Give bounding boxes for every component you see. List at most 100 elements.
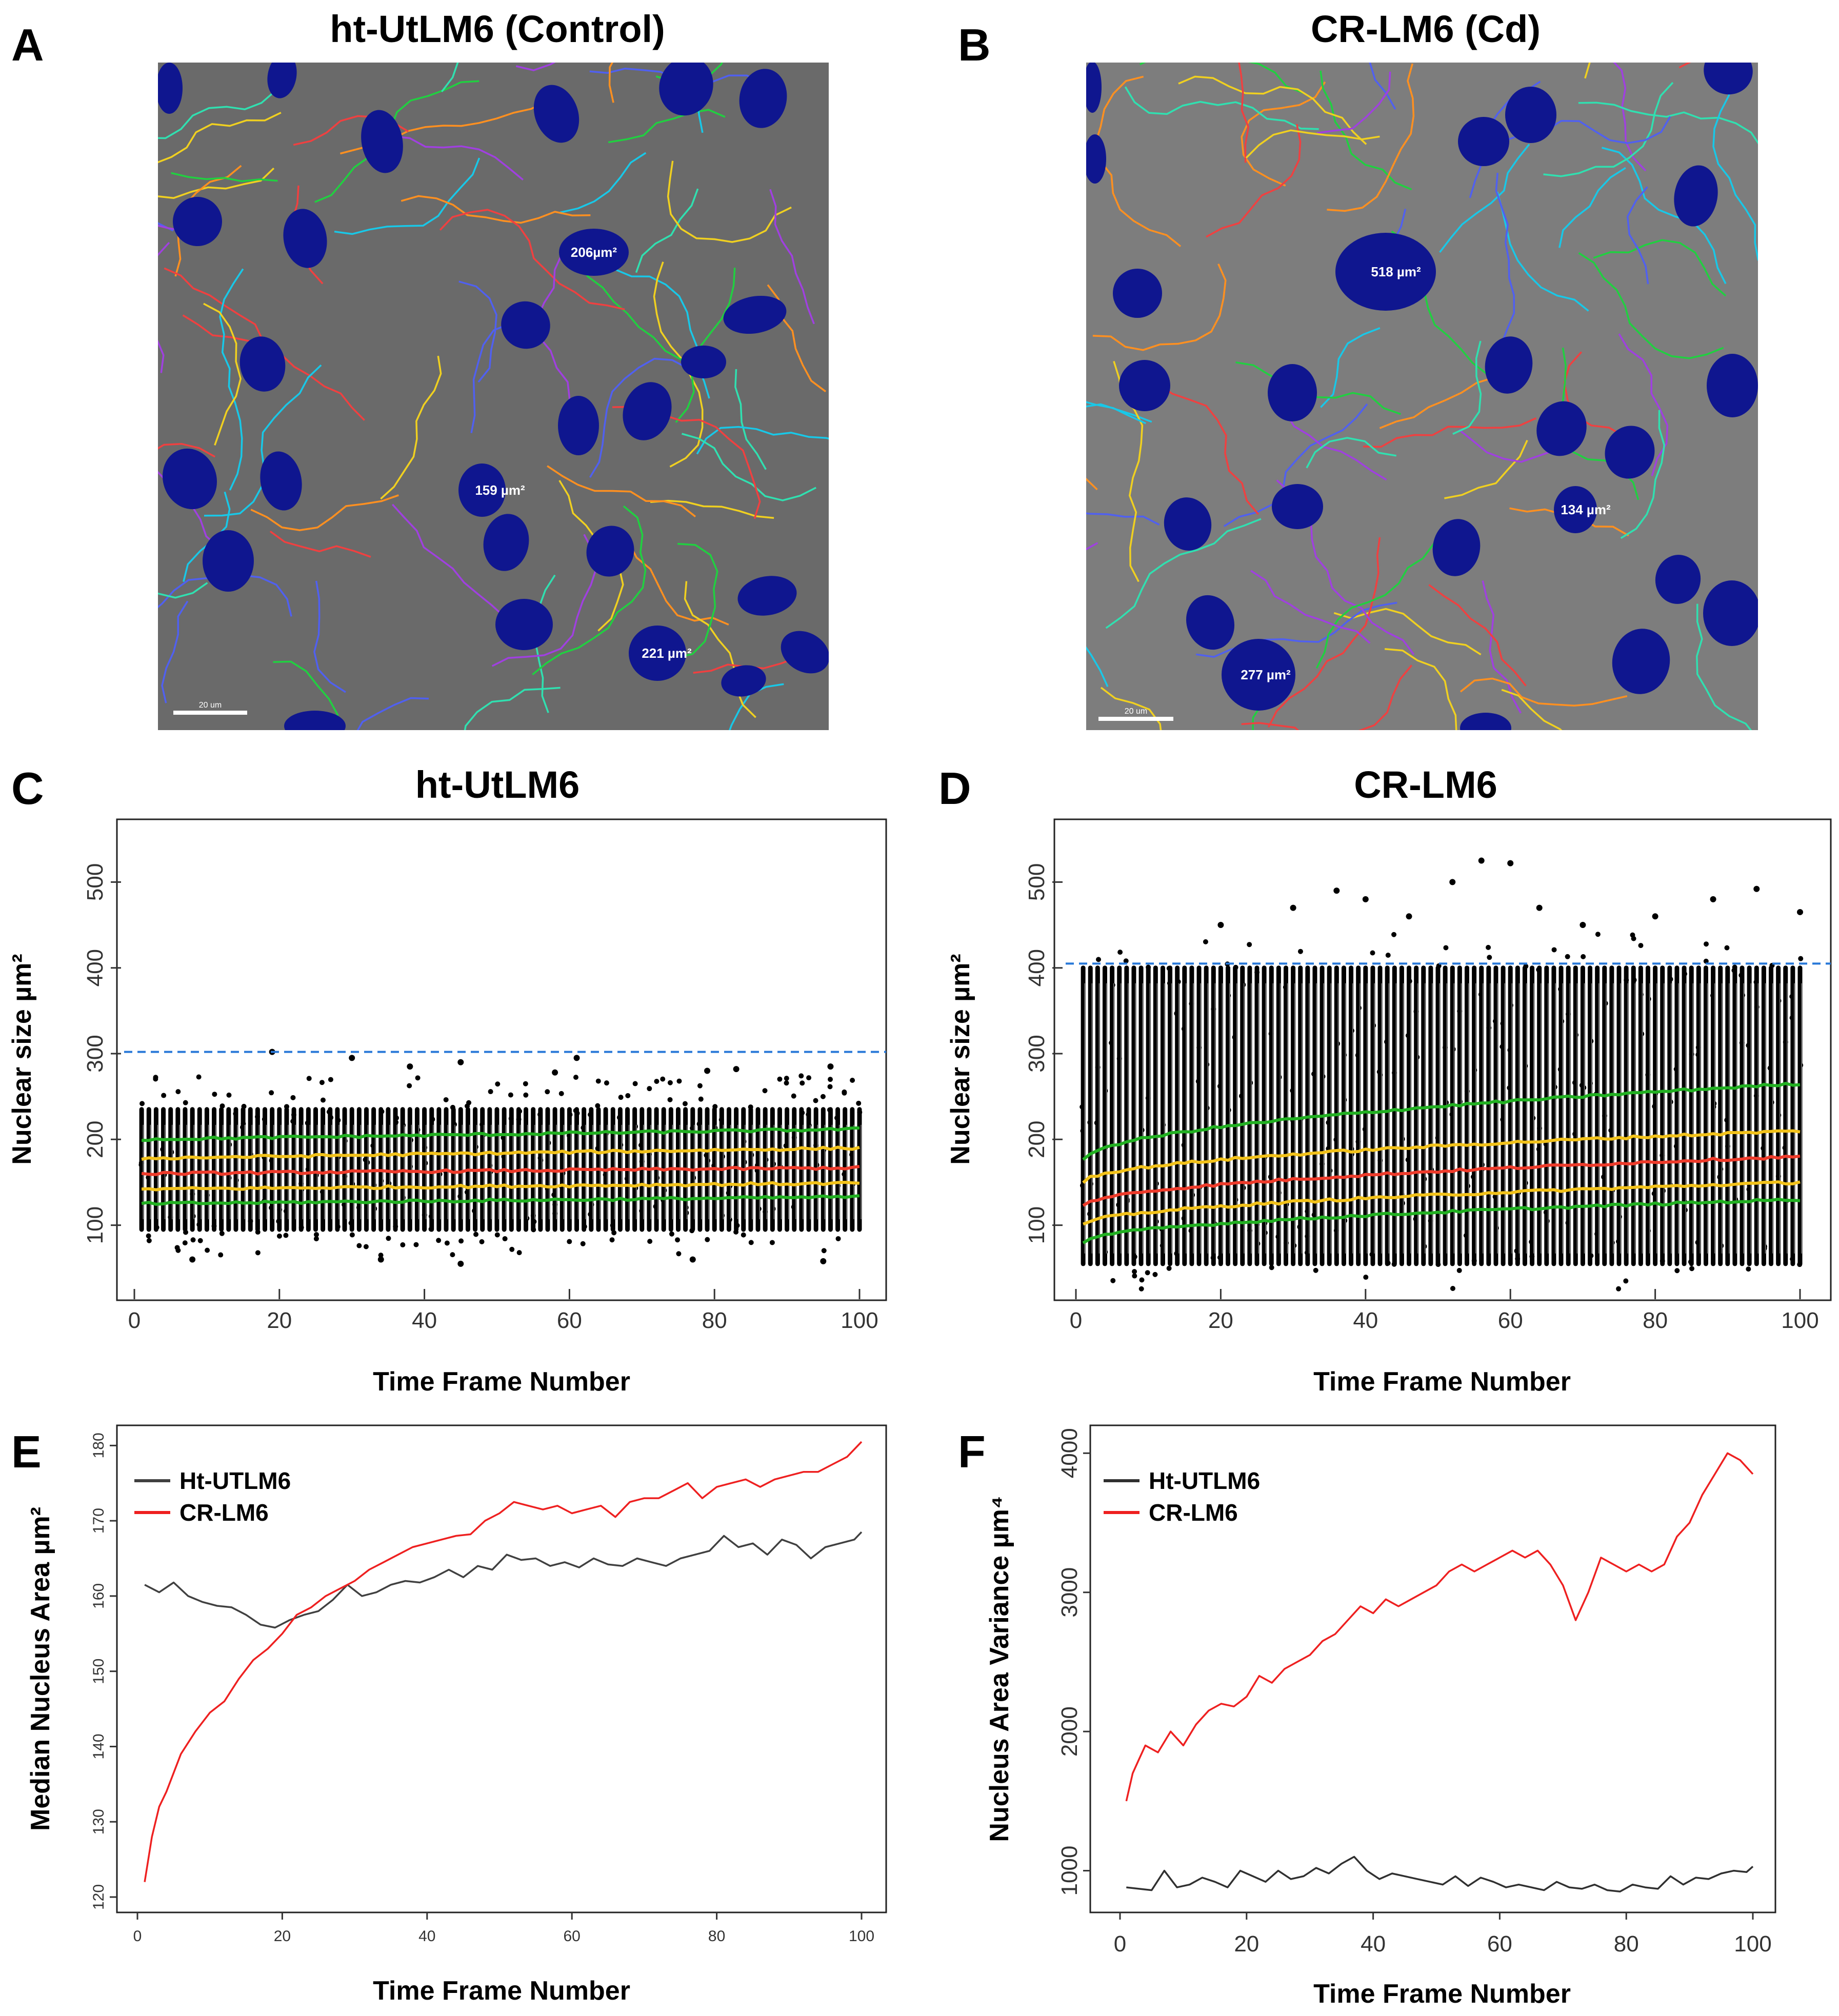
micrograph-a-track — [515, 63, 556, 71]
chart-d-point — [1333, 1228, 1339, 1234]
chart-c-point — [618, 1142, 624, 1148]
micrograph-b-track — [1558, 167, 1626, 248]
chart-d-point — [1566, 1011, 1571, 1017]
chart-c-outlier — [377, 1256, 384, 1263]
micrograph-b-track — [1384, 648, 1457, 730]
micrograph-b-nucleus — [1272, 484, 1323, 529]
chart-d-frame — [1053, 818, 1832, 1301]
chart-f-series-1-line — [1126, 1856, 1754, 1893]
chart-c-ytick-label: 200 — [83, 1121, 108, 1158]
chart-c-point — [806, 1122, 812, 1128]
micrograph-b-track — [1250, 570, 1371, 644]
micrograph-b-track — [1363, 417, 1537, 448]
chart-e-xtick-label: 0 — [133, 1928, 142, 1945]
micrograph-a-track — [470, 322, 511, 433]
chart-c-point — [741, 1139, 747, 1144]
micrograph-b-track — [1444, 439, 1528, 499]
chart-e-legend-label-1: Ht-UTLM6 — [179, 1467, 291, 1494]
micrograph-a-nucleus — [659, 63, 713, 116]
micrograph-b-track — [1482, 580, 1522, 714]
chart-d-ytick-label: 200 — [1024, 1121, 1049, 1158]
chart-d-point — [1761, 1145, 1766, 1151]
chart-c-point — [379, 1108, 385, 1114]
chart-c-point — [169, 1150, 174, 1155]
chart-c-point — [488, 1089, 493, 1095]
chart-c-point — [255, 1114, 261, 1120]
chart-c-point — [741, 1232, 746, 1238]
chart-c-point — [138, 1162, 144, 1167]
micrograph-a-track — [608, 109, 726, 144]
chart-d-point — [1413, 1216, 1418, 1222]
chart-c-point — [603, 1172, 608, 1178]
chart-c-point — [531, 1227, 536, 1233]
chart-d-point — [1428, 1218, 1433, 1223]
chart-d-point — [1536, 967, 1542, 973]
micrograph-a-track — [391, 135, 524, 181]
micrograph-b-track — [1712, 66, 1758, 261]
micrograph-a-title: ht-UtLM6 (Control) — [330, 8, 665, 50]
chart-d-point — [1529, 1254, 1535, 1259]
chart-c-point — [233, 1111, 238, 1117]
chart-d-point — [1782, 1145, 1788, 1151]
micrograph-b-track — [1620, 410, 1666, 539]
chart-e-xtick-label: 20 — [274, 1928, 291, 1945]
chart-c-point — [393, 1224, 398, 1229]
chart-c-point — [524, 1216, 530, 1221]
chart-c-point — [647, 1239, 653, 1244]
chart-c-point — [813, 1098, 818, 1103]
chart-d-point — [1673, 1066, 1679, 1072]
chart-c-point — [516, 1250, 522, 1256]
chart-d-point — [1581, 954, 1586, 959]
chart-d-outlier — [1290, 904, 1296, 911]
chart-c-point — [821, 1248, 827, 1254]
chart-c-ytick-label: 300 — [83, 1035, 108, 1072]
chart-c-point — [219, 1103, 225, 1109]
chart-c-point — [691, 1175, 696, 1181]
micrograph-b-track — [1460, 677, 1628, 707]
chart-d-point — [1087, 1211, 1092, 1217]
chart-d-point — [1551, 947, 1557, 953]
chart-c-point — [349, 1232, 355, 1238]
chart-d-point — [1327, 1168, 1333, 1174]
chart-c-point — [473, 1144, 478, 1150]
chart-c-point — [168, 1214, 173, 1220]
chart-c-point — [573, 1108, 578, 1114]
chart-d-point — [1405, 1157, 1411, 1163]
micrograph-a-track — [273, 660, 339, 730]
chart-e-ytick-label: 140 — [90, 1733, 107, 1759]
chart-e-series-2-line — [144, 1441, 863, 1882]
chart-c-point — [639, 1208, 645, 1214]
chart-c-point — [684, 1210, 689, 1216]
chart-d-point — [1255, 1241, 1261, 1246]
chart-c-quantile-upper-green — [142, 1126, 859, 1142]
chart-c-point — [153, 1076, 158, 1082]
chart-d-point — [1116, 1202, 1122, 1207]
chart-c-point — [378, 1253, 384, 1258]
chart-d-point — [1668, 1099, 1673, 1105]
chart-f-legend-label-1: Ht-UTLM6 — [1149, 1467, 1260, 1494]
micrograph-b-track — [1428, 584, 1527, 687]
micrograph-b-nucleus — [1432, 519, 1481, 576]
micrograph-b-track — [1593, 239, 1727, 297]
micrograph-b-nucleus — [1186, 595, 1235, 650]
chart-c-point — [227, 1142, 232, 1147]
chart-c-point — [196, 1222, 202, 1227]
chart-c-point — [813, 1142, 819, 1148]
micrograph-b-track — [1086, 646, 1109, 688]
chart-d-point — [1226, 993, 1231, 998]
chart-e-ytick-label: 120 — [90, 1884, 107, 1910]
chart-c-point — [820, 1094, 826, 1099]
chart-d-point — [1305, 1234, 1310, 1239]
chart-d-outlier — [1797, 909, 1803, 915]
chart-c-outlier — [820, 1258, 827, 1264]
micrograph-b-track — [1086, 512, 1160, 526]
chart-c-point — [530, 1213, 536, 1218]
svg-text:134 µm²: 134 µm² — [1561, 502, 1611, 517]
chart-c-point — [298, 1181, 304, 1186]
chart-d-point — [1689, 1266, 1695, 1272]
chart-d-point — [1624, 977, 1629, 983]
chart-d-ytick-label: 100 — [1024, 1206, 1049, 1244]
chart-d-point — [1342, 1097, 1347, 1103]
chart-d-outlier — [1710, 896, 1716, 902]
